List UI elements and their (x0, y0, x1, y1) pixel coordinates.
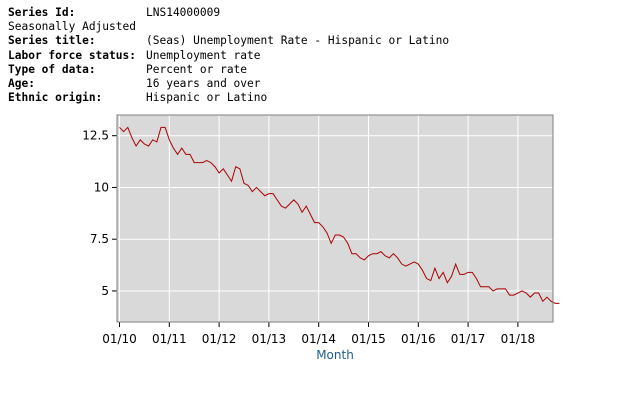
x-tick-label: 01/13 (252, 332, 287, 346)
y-axis-ticks: 5 7.5 10 12.5 (82, 129, 117, 298)
meta-label: Ethnic origin: (8, 91, 103, 105)
plot-border (116, 114, 554, 323)
x-tick-label: 01/12 (202, 332, 237, 346)
meta-row-series-title: Series title: (Seas) Unemployment Rate - … (8, 34, 449, 48)
meta-row-ethnic-origin: Ethnic origin: Hispanic or Latino (8, 91, 449, 105)
meta-value: Seasonally Adjusted (8, 20, 136, 34)
x-tick-label: 01/14 (301, 332, 336, 346)
y-tick-label: 5 (101, 284, 109, 298)
meta-row-age: Age: 16 years and over (8, 77, 449, 91)
y-tick-label: 7.5 (90, 232, 109, 246)
x-tick-label: 01/17 (451, 332, 486, 346)
x-axis-ticks: 01/10 01/11 01/12 01/13 01/14 01/15 01/16 01/17… (102, 322, 535, 346)
x-tick-label: 01/11 (152, 332, 187, 346)
x-tick-label: 01/16 (401, 332, 436, 346)
meta-value: (Seas) Unemployment Rate - Hispanic or L… (146, 34, 450, 48)
y-tick-label: 10 (94, 180, 109, 194)
x-tick-label: 01/18 (501, 332, 536, 346)
meta-row-labor-force: Labor force status: Unemployment rate (8, 49, 449, 63)
meta-row-series-id: Series Id: LNS14000009 (8, 6, 449, 20)
meta-value: LNS14000009 (146, 6, 221, 19)
y-tick-label: 12.5 (82, 129, 109, 143)
x-tick-label: 01/15 (351, 332, 386, 346)
series-metadata: Series Id: LNS14000009 Seasonally Adjuste… (8, 6, 449, 105)
plot-area (117, 115, 553, 322)
meta-value: Percent or rate (146, 62, 248, 76)
meta-label: Series title: (8, 34, 96, 48)
meta-value: Unemployment rate (146, 48, 261, 62)
x-axis-label: Month (316, 348, 354, 362)
meta-label: Series Id: (8, 6, 76, 19)
meta-row-data-type: Type of data: Percent or rate (8, 63, 449, 77)
meta-row-seasonal: Seasonally Adjusted (8, 20, 449, 34)
meta-value: 16 years and over (146, 76, 261, 90)
meta-label: Age: (8, 76, 35, 90)
meta-label: Labor force status: (8, 48, 136, 62)
x-tick-label: 01/10 (102, 332, 137, 346)
grid-lines (117, 115, 553, 322)
series-line (119, 126, 560, 304)
meta-value: Hispanic or Latino (146, 91, 268, 105)
meta-label: Type of data: (8, 62, 96, 76)
